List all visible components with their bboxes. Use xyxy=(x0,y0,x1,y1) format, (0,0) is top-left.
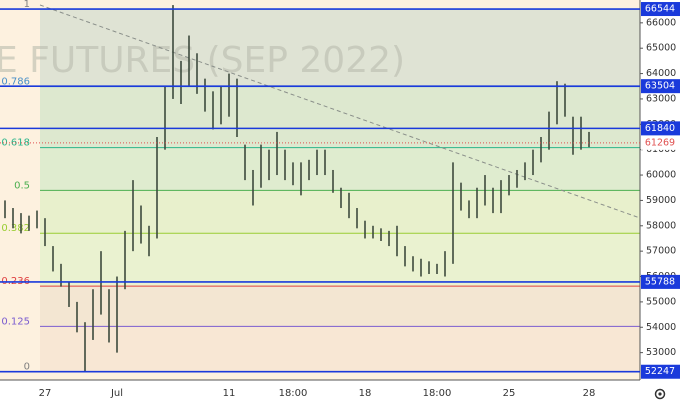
x-tick-label: 27 xyxy=(39,388,52,399)
y-tick-label: 58000 xyxy=(646,220,676,231)
price-label: 55788 xyxy=(645,276,675,287)
x-tick-label: 18:00 xyxy=(423,388,452,399)
fib-zone xyxy=(40,233,640,287)
y-tick-label: 53000 xyxy=(646,347,676,358)
price-label-box xyxy=(641,79,680,94)
time-axis xyxy=(0,380,640,406)
y-tick-label: 66000 xyxy=(646,17,676,28)
trend-line xyxy=(39,4,641,219)
last-price-box xyxy=(641,135,680,150)
fib-label: 0.786 xyxy=(1,77,30,88)
price-label-box xyxy=(641,2,680,17)
last-price-label: 61269 xyxy=(645,137,675,148)
y-tick-label: 54000 xyxy=(646,322,676,333)
fib-label: 0.5 xyxy=(14,180,30,191)
price-label-box xyxy=(641,364,680,379)
fib-zone xyxy=(40,326,640,372)
watermark: E FUTURES (SEP 2022) xyxy=(0,40,405,81)
price-label-box xyxy=(641,274,680,289)
fib-zone xyxy=(40,9,640,87)
x-tick-label: 25 xyxy=(503,388,516,399)
fib-zone xyxy=(40,86,640,148)
y-tick-label: 60000 xyxy=(646,170,676,181)
fib-zone xyxy=(40,286,640,327)
y-tick-label: 55000 xyxy=(646,296,676,307)
price-label: 61840 xyxy=(645,123,675,134)
y-tick-label: 59000 xyxy=(646,195,676,206)
x-tick-label: Jul xyxy=(110,388,123,399)
settings-icon[interactable] xyxy=(654,388,666,400)
y-tick-label: 57000 xyxy=(646,246,676,257)
x-tick-label: 28 xyxy=(583,388,596,399)
price-label: 63504 xyxy=(645,81,675,92)
fib-zone xyxy=(40,147,640,191)
x-tick-label: 11 xyxy=(223,388,236,399)
price-label-box xyxy=(641,121,680,136)
y-tick-label: 65000 xyxy=(646,43,676,54)
price-label: 52247 xyxy=(645,366,675,377)
x-tick-label: 18 xyxy=(359,388,372,399)
fib-label: 0.382 xyxy=(1,223,30,234)
price-label: 66544 xyxy=(645,4,675,15)
y-tick-label: 64000 xyxy=(646,68,676,79)
y-tick-label: 63000 xyxy=(646,93,676,104)
fib-label: 0 xyxy=(24,362,30,373)
fib-label: 1 xyxy=(24,0,30,10)
price-axis xyxy=(640,0,680,406)
x-tick-label: 18:00 xyxy=(279,388,308,399)
fib-zone xyxy=(40,190,640,234)
fib-label: 0.125 xyxy=(1,316,30,327)
